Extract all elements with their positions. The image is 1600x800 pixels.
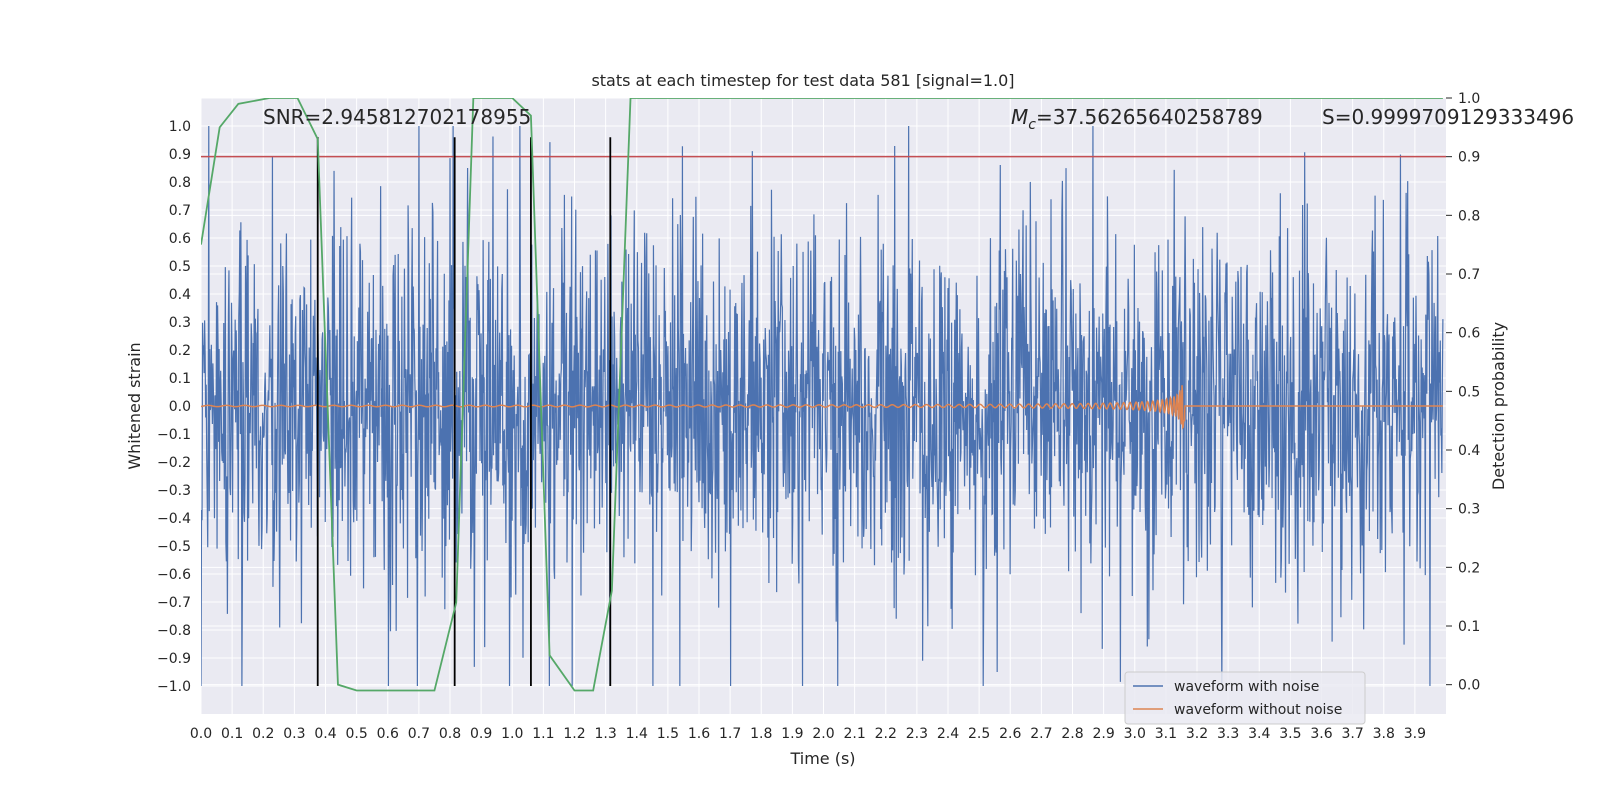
series-waveform-with-noise <box>201 125 1444 687</box>
x-tick-label: 0.2 <box>252 726 274 742</box>
y-right-tick-label: 0.7 <box>1458 267 1480 283</box>
x-tick-label: 1.9 <box>781 726 803 742</box>
x-tick-label: 3.9 <box>1404 726 1426 742</box>
y-tick-label: 0.3 <box>169 315 191 331</box>
x-tick-label: 2.2 <box>875 726 897 742</box>
legend-label-noise: waveform with noise <box>1174 679 1319 695</box>
chart-title: stats at each timestep for test data 581… <box>591 71 1014 90</box>
y-axis-label: Whitened strain <box>125 342 144 469</box>
y-tick-label: −0.5 <box>157 539 191 555</box>
chirp-mass-symbol: M <box>1011 105 1028 129</box>
x-tick-label: 3.8 <box>1373 726 1395 742</box>
x-tick-label: 2.5 <box>968 726 990 742</box>
x-tick-label: 0.7 <box>408 726 430 742</box>
y-right-tick-label: 0.6 <box>1458 326 1480 342</box>
plot-content <box>201 98 1446 692</box>
x-tick-label: 3.1 <box>1155 726 1177 742</box>
x-tick-label: 1.4 <box>626 726 648 742</box>
x-tick-label: 0.5 <box>345 726 367 742</box>
x-tick-label: 0.9 <box>470 726 492 742</box>
x-tick-label: 3.0 <box>1124 726 1146 742</box>
y-tick-label: 0.4 <box>169 287 191 303</box>
series-waveform-without-noise <box>201 385 1443 430</box>
x-tick-label: 0.1 <box>221 726 243 742</box>
x-tick-label: 2.4 <box>937 726 959 742</box>
y-right-tick-label: 0.9 <box>1458 150 1480 166</box>
y-tick-label: 0.8 <box>169 175 191 191</box>
y-right-tick-label: 0.0 <box>1458 678 1480 694</box>
y-tick-label: −0.6 <box>157 567 191 583</box>
y-tick-label: 0.9 <box>169 147 191 163</box>
y-tick-label: −0.3 <box>157 483 191 499</box>
x-tick-label: 1.6 <box>688 726 710 742</box>
x-tick-label: 1.2 <box>563 726 585 742</box>
y-tick-label: −1.0 <box>157 679 191 695</box>
x-tick-label: 2.3 <box>906 726 928 742</box>
x-tick-label: 2.0 <box>812 726 834 742</box>
y-tick-label: −0.7 <box>157 595 191 611</box>
y-right-tick-label: 0.5 <box>1458 384 1480 400</box>
x-tick-label: 1.0 <box>501 726 523 742</box>
y-axis-right-label: Detection probability <box>1489 322 1508 490</box>
x-tick-label: 1.3 <box>594 726 616 742</box>
y-tick-label: 0.1 <box>169 371 191 387</box>
chirp-mass-subscript: c <box>1028 117 1036 133</box>
y-right-tick-label: 0.1 <box>1458 619 1480 635</box>
y-right-tick-label: 1.0 <box>1458 91 1480 107</box>
x-tick-label: 0.4 <box>314 726 336 742</box>
legend-label-clean: waveform without noise <box>1174 702 1342 718</box>
y-right-tick-label: 0.3 <box>1458 502 1480 518</box>
x-tick-label: 0.3 <box>283 726 305 742</box>
x-tick-label: 3.3 <box>1217 726 1239 742</box>
y-tick-label: 1.0 <box>169 119 191 135</box>
x-tick-label: 0.8 <box>439 726 461 742</box>
x-tick-label: 3.4 <box>1248 726 1270 742</box>
x-tick-label: 0.6 <box>377 726 399 742</box>
x-tick-label: 3.7 <box>1341 726 1363 742</box>
y-tick-label: 0.6 <box>169 231 191 247</box>
y-tick-label: −0.4 <box>157 511 191 527</box>
x-tick-label: 1.1 <box>532 726 554 742</box>
x-tick-label: 2.9 <box>1092 726 1114 742</box>
y-tick-label: 0.5 <box>169 259 191 275</box>
x-tick-label: 2.7 <box>1030 726 1052 742</box>
x-axis: 0.0 0.1 0.2 0.3 0.4 0.5 0.6 0.7 0.8 0.9 1.0 1.1 1.2 1… <box>190 726 1426 742</box>
legend-box <box>1124 671 1366 725</box>
x-tick-label: 1.7 <box>719 726 741 742</box>
x-tick-label: 3.2 <box>1186 726 1208 742</box>
x-axis-label: Time (s) <box>789 749 855 768</box>
x-tick-label: 1.5 <box>657 726 679 742</box>
y-tick-label: 0.7 <box>169 203 191 219</box>
x-tick-label: 2.6 <box>999 726 1021 742</box>
x-tick-label: 2.8 <box>1061 726 1083 742</box>
chirp-mass-annotation: Mc=37.56265640258789 <box>1011 105 1263 133</box>
y-tick-label: −0.8 <box>157 623 191 639</box>
y-axis-left: 1.0 0.9 0.8 0.7 0.6 0.5 0.4 0.3 0.2 0.1 0.0 −0.1 −0.… <box>157 119 191 695</box>
y-axis-right: 1.0 0.9 0.8 0.7 0.6 0.5 0.4 0.3 0.2 0.1 0.0 <box>1446 91 1480 694</box>
x-tick-label: 0.0 <box>190 726 212 742</box>
y-tick-label: 0.2 <box>169 343 191 359</box>
x-tick-label: 3.5 <box>1279 726 1301 742</box>
y-tick-label: −0.2 <box>157 455 191 471</box>
s-annotation: S=0.9999709129333496 <box>1322 105 1574 129</box>
chirp-mass-value: =37.56265640258789 <box>1036 105 1263 129</box>
y-tick-label: 0.0 <box>169 399 191 415</box>
y-right-tick-label: 0.4 <box>1458 443 1480 459</box>
y-tick-label: −0.1 <box>157 427 191 443</box>
legend: waveform with noise waveform without noi… <box>1124 671 1366 725</box>
snr-annotation: SNR=2.945812702178955 <box>263 105 531 129</box>
x-tick-label: 3.6 <box>1310 726 1332 742</box>
y-right-tick-label: 0.8 <box>1458 208 1480 224</box>
x-tick-label: 2.1 <box>843 726 865 742</box>
y-right-tick-label: 0.2 <box>1458 560 1480 576</box>
x-tick-label: 1.8 <box>750 726 772 742</box>
y-tick-label: −0.9 <box>157 651 191 667</box>
